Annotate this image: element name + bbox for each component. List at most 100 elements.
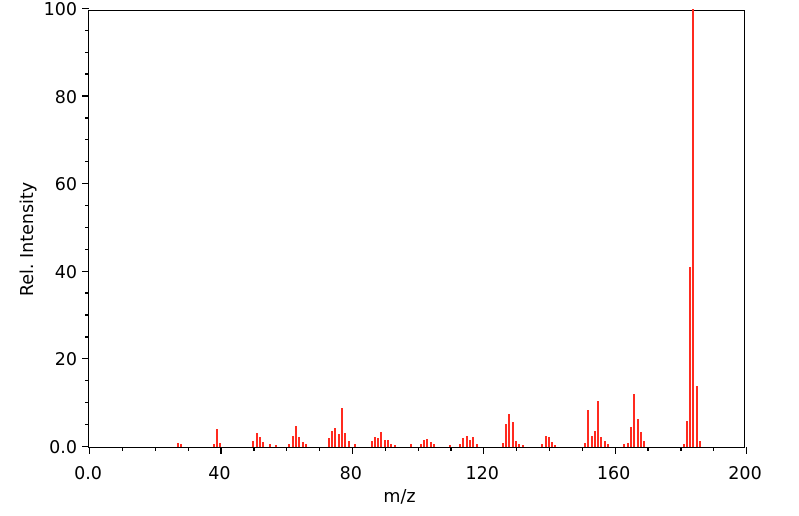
spectrum-peak [633,394,636,447]
spectrum-peak [258,436,261,447]
x-tick-minor [713,447,715,451]
x-tick-minor [581,447,584,451]
spectrum-peak [337,434,340,447]
spectrum-peak [377,437,380,447]
spectrum-peak [515,440,518,447]
x-tick-minor [121,447,124,451]
spectrum-peak [505,424,508,447]
spectrum-peak [327,438,330,447]
spectrum-peak [600,437,603,447]
x-tick-label: 0.0 [74,464,102,484]
x-tick-major [614,447,616,454]
spectrum-peak [291,435,294,447]
y-tick-label: 80 [54,87,77,108]
spectrum-peak [262,442,265,447]
spectrum-peak [334,428,337,447]
spectrum-peak [508,414,511,447]
y-tick-minor [85,226,89,228]
spectrum-peak [544,435,547,447]
spectrum-peak [547,437,550,447]
spectrum-peak [469,440,472,447]
y-tick-label: 20 [54,350,77,371]
spectrum-peak [462,438,465,447]
spectrum-peak [304,443,307,447]
spectrum-peak [176,442,179,447]
spectrum-peak [219,443,222,447]
x-axis-title: m/z [383,487,416,507]
spectrum-peak [551,442,554,447]
spectrum-peak [597,401,600,447]
spectrum-peak [692,9,695,447]
y-tick-minor [85,336,89,338]
spectrum-peak [584,442,587,447]
spectrum-peak [590,435,593,447]
x-tick-minor [450,447,452,451]
spectrum-peak [449,444,452,447]
x-tick-minor [647,447,649,451]
spectrum-peak [432,444,435,447]
spectrum-peak [419,443,422,447]
spectrum-peak [593,431,596,447]
y-tick-major [82,358,89,360]
spectrum-peak [268,444,271,447]
y-tick-minor [85,380,89,382]
y-tick-minor [85,248,89,250]
spectrum-peak [465,435,468,447]
spectrum-peak [682,443,685,447]
spectrum-peak [689,267,692,447]
y-tick-minor [85,73,89,75]
spectrum-peak [587,409,590,447]
spectrum-peak [340,407,343,447]
spectrum-peak [459,443,462,447]
x-tick-label: 80 [339,464,362,484]
y-tick-label: 40 [54,262,77,283]
spectrum-peak [252,441,255,447]
spectrum-bars [89,9,744,447]
y-tick-major [82,445,89,447]
spectrum-peak [699,441,701,447]
spectrum-peak [212,443,215,447]
spectrum-peak [636,418,639,447]
spectrum-peak [288,443,291,447]
x-tick-major [483,447,485,454]
x-tick-major [89,447,91,454]
x-tick-label: 40 [208,464,231,484]
spectrum-peak [501,442,504,447]
x-tick-minor [516,447,518,451]
spectrum-peak [521,444,524,447]
y-tick-label: 100 [43,0,77,20]
spectrum-peak [393,444,396,447]
x-tick-label: 160 [596,464,631,484]
x-tick-major [351,447,354,454]
x-tick-minor [318,447,321,451]
spectrum-peak [347,441,350,447]
y-tick-major [82,270,89,272]
spectrum-peak [541,443,544,447]
spectrum-peak [475,443,478,447]
spectrum-peak [695,385,698,447]
spectrum-peak [373,436,376,447]
spectrum-peak [179,444,182,447]
spectrum-peak [354,444,357,447]
spectrum-peak [554,444,557,447]
plot-area [82,7,748,454]
spectrum-peak [409,444,412,447]
spectrum-peak [685,420,688,447]
spectrum-peak [623,444,626,447]
y-tick-minor [85,161,89,163]
spectrum-peak [275,444,278,447]
y-tick-label: 60 [54,175,77,196]
x-tick-minor [187,447,189,451]
spectrum-peak [380,431,383,447]
y-axis-title: Rel. Intensity [18,181,38,297]
y-tick-minor [85,401,89,404]
spectrum-peak [216,428,219,447]
x-tick-minor [286,447,288,451]
y-tick-label: 0.0 [49,438,77,458]
x-tick-minor [417,447,419,451]
y-tick-minor [85,51,89,53]
spectrum-peak [255,432,258,447]
spectrum-peak [511,421,514,447]
spectrum-peak [472,436,475,447]
